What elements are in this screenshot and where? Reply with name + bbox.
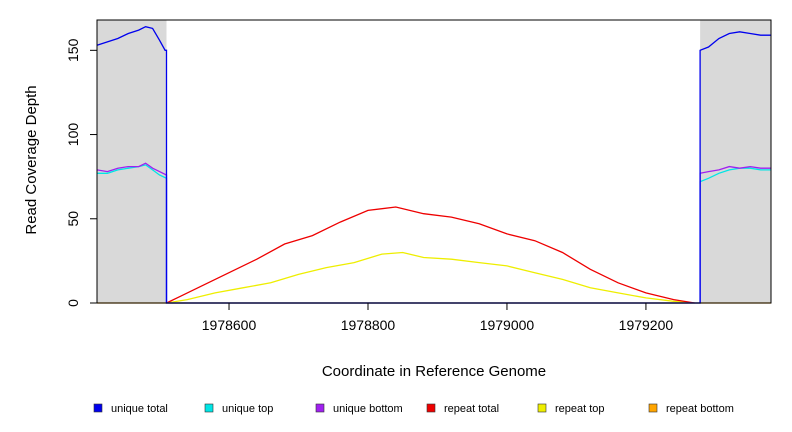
y-tick-label: 150 <box>65 38 81 62</box>
legend-swatch <box>315 403 325 413</box>
legend-label: unique bottom <box>333 403 403 415</box>
legend-swatch <box>93 403 103 413</box>
y-tick-label: 100 <box>65 123 81 147</box>
legend-item-repeat-total: repeat total <box>426 403 499 415</box>
legend-swatch <box>648 403 658 413</box>
shaded-region-1 <box>97 20 167 303</box>
series-line-unique-total <box>96 26 771 304</box>
legend-label: unique total <box>111 403 168 415</box>
legend-swatch <box>537 403 547 413</box>
series-line-repeat-top <box>166 251 695 304</box>
legend-label: repeat total <box>444 403 499 415</box>
y-axis: 0 50 100 150 <box>65 38 97 307</box>
legend-item-repeat-top: repeat top <box>537 403 605 415</box>
y-axis-label: Read Coverage Depth <box>23 85 40 234</box>
series-line-repeat-total <box>166 206 695 304</box>
x-tick-label: 1978600 <box>202 317 257 333</box>
x-axis: 1978600 1978800 1979000 1979200 <box>202 303 674 333</box>
legend-label: unique top <box>222 403 273 415</box>
shaded-region-2 <box>700 20 771 303</box>
x-tick-label: 1979000 <box>480 317 535 333</box>
legend: unique total unique top unique bottom repea… <box>93 403 734 415</box>
plot-frame <box>96 19 772 304</box>
legend-item-repeat-bottom: repeat bottom <box>648 403 734 415</box>
x-tick-label: 1979200 <box>619 317 674 333</box>
legend-label: repeat bottom <box>666 403 734 415</box>
legend-item-unique-total: unique total <box>93 403 168 415</box>
y-tick-label: 0 <box>65 299 81 307</box>
legend-item-unique-bottom: unique bottom <box>315 403 403 415</box>
shaded-regions <box>97 20 771 303</box>
legend-item-unique-top: unique top <box>204 403 273 415</box>
legend-swatch <box>204 403 214 413</box>
x-axis-label: Coordinate in Reference Genome <box>322 363 546 380</box>
legend-swatch <box>426 403 436 413</box>
legend-label: repeat top <box>555 403 605 415</box>
y-tick-label: 50 <box>65 211 81 227</box>
x-tick-label: 1978800 <box>341 317 396 333</box>
